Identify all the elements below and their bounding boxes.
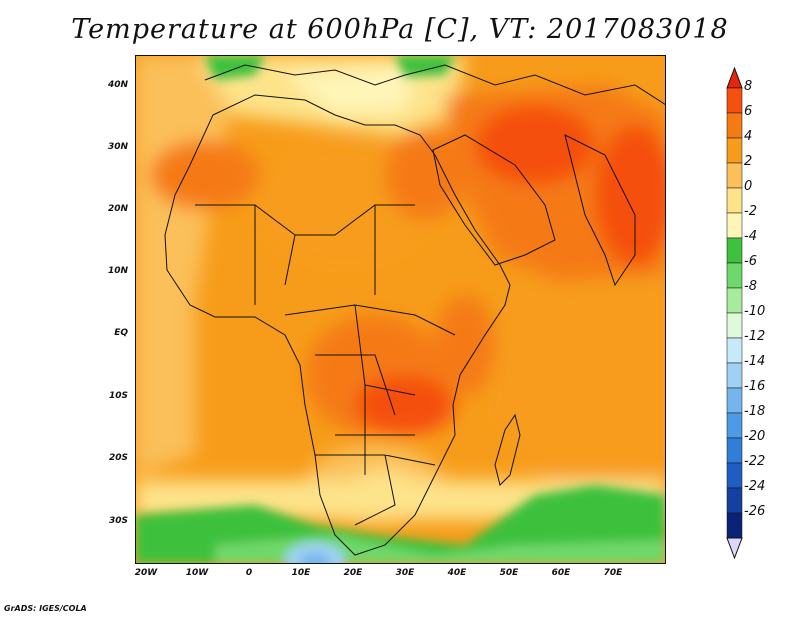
lat-label-30n: 30N [107,142,128,152]
lat-label-eq: EQ [114,328,128,338]
colorbar-bottom-arrow [726,537,743,560]
field-zambia-hot [355,375,455,435]
colorbar-tick-label: -4 [744,229,757,244]
temperature-map [135,55,666,564]
lon-label-30e: 30E [395,568,415,578]
colorbar [726,66,743,560]
colorbar-tick-label: 4 [744,129,753,144]
colorbar-swatch [726,162,743,189]
colorbar-swatch [726,387,743,414]
coastlines [164,64,666,556]
lon-label-20e: 20E [343,568,363,578]
colorbar-swatch [726,512,743,539]
colorbar-tick-label: -22 [744,454,766,469]
colorbar-swatch [726,187,743,214]
field-indian-ocean [495,275,666,485]
colorbar-tick-label: -2 [744,204,757,219]
colorbar-tick-label: 8 [744,79,753,94]
lat-label-10s: 10S [108,391,128,401]
colorbar-swatch [726,437,743,464]
colorbar-tick-label: 2 [744,154,753,169]
credit-text: GrADS: IGES/COLA [4,604,87,613]
field-cold-blue-2 [300,553,330,564]
country-borders-south [315,454,436,526]
arabia-coastline [432,134,556,266]
colorbar-tick-label: -8 [744,279,757,294]
colorbar-swatch [726,262,743,289]
colorbar-swatch [726,312,743,339]
lon-label-70e: 70E [603,568,623,578]
europe-coastline [204,64,666,106]
colorbar-swatch [726,287,743,314]
lon-label-10e: 10E [291,568,311,578]
colorbar-top-arrow [726,66,743,89]
field-iran-hot [475,105,595,185]
lon-label-40e: 40E [447,568,467,578]
field-nw-africa-hot [150,140,260,210]
field-med-core [285,65,415,115]
colorbar-swatch [726,112,743,139]
madagascar-outline [494,413,521,486]
colorbar-tick-label: -6 [744,254,757,269]
lon-label-50e: 50E [499,568,519,578]
map-border [135,55,666,564]
colorbar-swatch [726,137,743,164]
lon-label-0: 0 [245,568,253,578]
colorbar-tick-label: 0 [744,179,753,194]
colorbar-swatch [726,462,743,489]
colorbar-tick-label: -26 [744,504,766,519]
lat-label-40n: 40N [107,80,128,90]
colorbar-tick-label: -14 [744,354,766,369]
colorbar-tick-label: -24 [744,479,766,494]
colorbar-swatch [726,362,743,389]
lat-label-20n: 20N [107,204,128,214]
colorbar-swatch [726,412,743,439]
country-borders-central [284,304,456,475]
colorbar-swatch [726,212,743,239]
colorbar-tick-label: -16 [744,379,766,394]
africa-coastline [164,94,511,556]
lon-label-20w: 20W [134,568,158,578]
india-coastline [564,134,636,287]
colorbar-swatch [726,87,743,114]
colorbar-tick-label: -10 [744,304,766,319]
colorbar-swatch [726,237,743,264]
country-borders-north [195,204,415,305]
lat-label-30s: 30S [108,516,128,526]
field-north-green-east [395,55,455,77]
lon-label-60e: 60E [551,568,571,578]
field-india-hottest [595,125,666,265]
colorbar-tick-label: -20 [744,429,766,444]
colorbar-swatches [726,66,743,560]
colorbar-tick-label: -12 [744,329,766,344]
lat-label-10n: 10N [107,266,128,276]
colorbar-tick-label: 6 [744,104,753,119]
field-egypt-hot [385,130,465,220]
lon-label-10w: 10W [185,568,209,578]
colorbar-tick-label: -18 [744,404,766,419]
colorbar-swatch [726,487,743,514]
lat-label-20s: 20S [108,453,128,463]
colorbar-swatch [726,337,743,364]
field-north-green [205,55,265,80]
field-east-africa-hot [435,295,495,395]
map-title: Temperature at 600hPa [C], VT: 201708301… [71,14,729,45]
